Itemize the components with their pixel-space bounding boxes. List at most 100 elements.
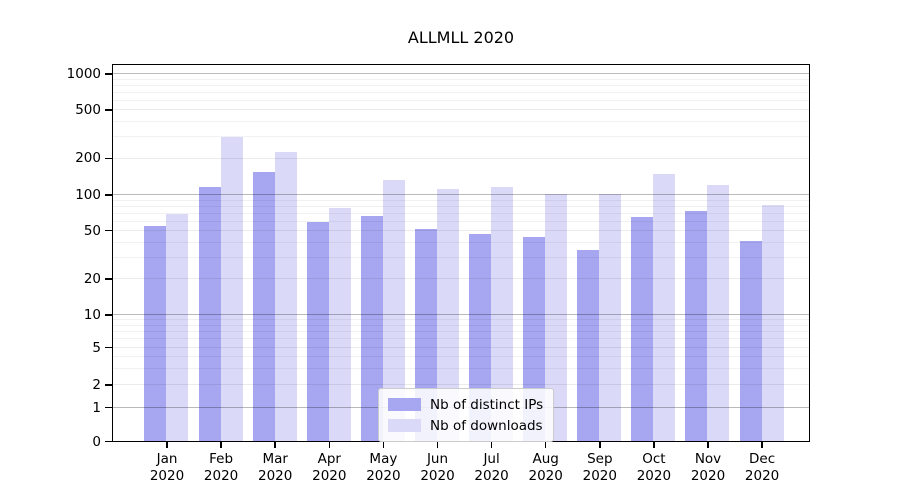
x-tick-label-sep: Sep 2020 xyxy=(565,451,635,485)
y-tick-mark xyxy=(105,314,112,316)
bar-downloads-jun xyxy=(436,189,459,442)
plot-area xyxy=(112,64,810,442)
minor-gridline xyxy=(113,257,809,259)
legend-swatch-distinct-ips xyxy=(388,398,421,411)
x-tick-year: 2020 xyxy=(149,468,185,484)
y-tick-mark xyxy=(105,229,112,232)
x-tick-month: Dec xyxy=(749,451,776,467)
minor-gridline xyxy=(113,356,809,358)
bar-downloads-jul xyxy=(491,187,513,442)
minor-gridline xyxy=(113,367,809,369)
bar-downloads-aug xyxy=(545,194,568,442)
bar-distinct-ips-mar xyxy=(252,171,275,442)
minor-gridline xyxy=(113,220,809,222)
x-tick-month: Oct xyxy=(642,451,666,467)
legend-row: Nb of downloads xyxy=(388,415,543,436)
y-tick-label: 5 xyxy=(92,339,101,356)
tick-gridline xyxy=(113,109,809,111)
minor-gridline xyxy=(113,331,809,333)
x-tick-year: 2020 xyxy=(690,468,726,484)
bar-downloads-feb xyxy=(220,137,243,442)
x-tick-year: 2020 xyxy=(366,468,401,484)
tick-gridline xyxy=(113,384,809,386)
x-tick-mark xyxy=(436,442,439,448)
x-tick-label-apr: Apr 2020 xyxy=(294,451,364,485)
y-tick-label: 100 xyxy=(75,187,101,203)
x-tick-month: Jan xyxy=(156,451,178,467)
minor-gridline xyxy=(113,338,809,340)
bar-downloads-sep xyxy=(599,194,622,442)
x-tick-month: Feb xyxy=(209,451,234,467)
bar-downloads-may xyxy=(382,180,405,442)
y-tick-label: 200 xyxy=(75,150,101,167)
bar-downloads-nov xyxy=(707,185,730,442)
minor-gridline xyxy=(113,78,809,80)
bar-distinct-ips-jan xyxy=(144,226,167,442)
y-tick-mark xyxy=(105,278,112,280)
y-tick-label: 1000 xyxy=(66,66,101,82)
y-tick-mark xyxy=(105,440,112,443)
major-gridline xyxy=(113,314,809,316)
x-tick-mark xyxy=(328,442,331,448)
x-tick-label-dec: Dec 2020 xyxy=(727,451,797,485)
minor-gridline xyxy=(113,241,809,243)
x-tick-mark xyxy=(166,442,168,448)
y-tick-label: 0 xyxy=(92,433,101,450)
x-tick-year: 2020 xyxy=(312,468,347,484)
minor-gridline xyxy=(113,91,809,93)
tick-gridline xyxy=(113,230,809,232)
legend-row: Nb of distinct IPs xyxy=(388,394,543,415)
x-tick-mark xyxy=(220,442,222,448)
y-tick-label: 500 xyxy=(75,102,101,118)
x-tick-month: Apr xyxy=(317,451,341,467)
y-tick-mark xyxy=(105,406,112,409)
minor-gridline xyxy=(113,212,809,214)
x-tick-mark xyxy=(653,442,655,448)
minor-gridline xyxy=(113,99,809,101)
bar-distinct-ips-may xyxy=(360,215,383,442)
y-tick-label: 1 xyxy=(92,399,101,416)
x-tick-year: 2020 xyxy=(636,468,672,484)
minor-gridline xyxy=(113,84,809,86)
x-tick-label-jul: Jul 2020 xyxy=(457,451,527,485)
x-tick-year: 2020 xyxy=(582,468,617,484)
y-tick-mark xyxy=(105,194,112,196)
major-gridline xyxy=(113,194,809,196)
x-tick-year: 2020 xyxy=(258,468,293,484)
minor-gridline xyxy=(113,205,809,207)
bar-downloads-apr xyxy=(328,207,351,442)
y-tick-mark xyxy=(105,109,112,111)
y-tick-mark xyxy=(105,73,112,75)
x-tick-label-may: May 2020 xyxy=(348,451,418,485)
tick-gridline xyxy=(113,157,809,159)
x-tick-label-jan: Jan 2020 xyxy=(132,451,202,485)
y-tick-mark xyxy=(105,384,112,386)
x-tick-mark xyxy=(761,442,763,448)
x-tick-month: Nov xyxy=(694,451,722,467)
bar-downloads-oct xyxy=(653,174,676,442)
x-tick-label-jun: Jun 2020 xyxy=(403,451,473,485)
y-tick-mark xyxy=(105,157,112,160)
x-tick-label-aug: Aug 2020 xyxy=(511,451,581,485)
y-tick-label: 2 xyxy=(92,377,101,393)
x-tick-label-oct: Oct 2020 xyxy=(619,451,689,485)
bar-distinct-ips-feb xyxy=(198,186,221,442)
legend: Nb of distinct IPs Nb of downloads xyxy=(378,388,555,442)
bar-distinct-ips-dec xyxy=(739,240,762,442)
x-tick-year: 2020 xyxy=(474,468,509,484)
tick-gridline xyxy=(113,278,809,280)
x-tick-month: Aug xyxy=(532,451,559,467)
tick-gridline xyxy=(113,347,809,349)
x-tick-mark xyxy=(599,442,601,448)
legend-label: Nb of distinct IPs xyxy=(430,396,544,413)
x-tick-year: 2020 xyxy=(744,468,780,484)
bar-distinct-ips-apr xyxy=(306,221,329,442)
chart-title: ALLMLL 2020 xyxy=(407,28,515,47)
legend-label: Nb of downloads xyxy=(430,417,543,434)
bar-downloads-mar xyxy=(274,152,297,442)
minor-gridline xyxy=(113,319,809,321)
x-tick-year: 2020 xyxy=(420,468,455,484)
x-tick-label-nov: Nov 2020 xyxy=(673,451,743,485)
legend-swatch-downloads xyxy=(388,419,421,432)
